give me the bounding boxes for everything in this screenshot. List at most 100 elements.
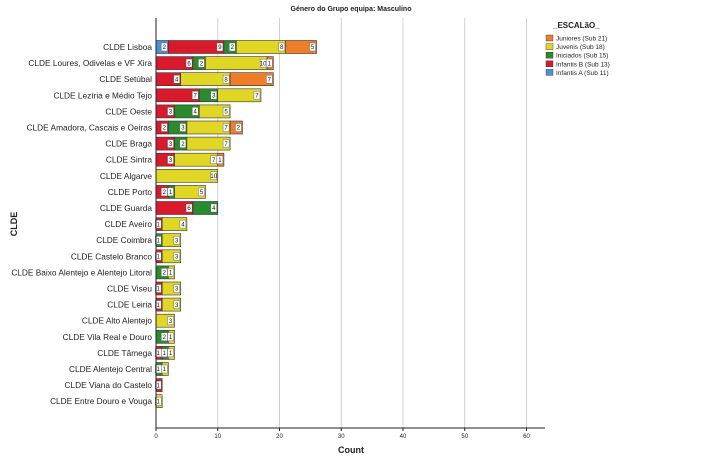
y-category-label: CLDE Aveiro — [105, 219, 153, 229]
data-label: 4 — [181, 222, 185, 228]
data-label-box — [210, 171, 217, 181]
data-label-box — [179, 123, 187, 132]
data-label: 7 — [255, 94, 259, 100]
data-label: 4 — [212, 206, 216, 212]
data-label-box — [192, 91, 199, 100]
legend-swatch — [545, 69, 554, 76]
data-label-box — [185, 203, 193, 213]
data-label: 4 — [194, 110, 198, 116]
data-label-box — [154, 219, 162, 229]
bar-segment — [168, 40, 225, 54]
data-label-box — [210, 203, 217, 213]
x-axis-ticks: 0 10 20 30 40 50 60 — [154, 428, 530, 440]
bar-segment — [217, 88, 262, 103]
bar-segment — [180, 72, 231, 86]
data-label: 6 — [187, 206, 191, 212]
data-label: 1 — [157, 303, 161, 309]
bar-segment — [186, 136, 231, 151]
data-label: 7 — [268, 77, 272, 83]
data-label: 3 — [175, 255, 179, 261]
data-label-box — [222, 139, 230, 148]
bar-segment — [155, 169, 219, 183]
data-label: 5 — [311, 45, 315, 51]
data-label-box — [192, 107, 199, 116]
y-category-label: CLDE Setúbal — [99, 74, 152, 84]
legend-swatch — [545, 34, 554, 42]
y-axis-categories: CLDE Lisboa CLDE Loures, Odivelas e VF Xi… — [11, 42, 152, 406]
data-label: 1 — [169, 351, 173, 357]
legend-label: Infantis B (Sub 13) — [556, 61, 610, 68]
legend-title: _ESCALãO_ — [552, 21, 600, 30]
data-label-box — [154, 380, 162, 390]
data-label: 3 — [181, 126, 185, 132]
data-label-box — [235, 123, 242, 132]
data-label-box — [167, 139, 174, 148]
y-category-label: CLDE Viana do Castelo — [65, 380, 153, 390]
data-label-box — [173, 252, 180, 261]
data-label: 2 — [163, 335, 167, 341]
data-label: 3 — [169, 158, 173, 164]
data-label-box — [167, 107, 174, 116]
data-label: 2 — [163, 190, 167, 196]
y-category-label: CLDE Guarda — [100, 203, 152, 213]
legend-swatch — [545, 43, 554, 50]
data-label-box — [216, 155, 224, 164]
data-label: 2 — [163, 126, 167, 132]
data-label: 9 — [218, 45, 222, 51]
data-label-box — [154, 252, 162, 261]
data-label: 4 — [175, 77, 179, 83]
data-label: 7 — [224, 126, 228, 132]
data-label: 1 — [218, 158, 222, 164]
data-label-box — [154, 284, 162, 293]
data-label-box — [173, 284, 180, 293]
chart-title: Género do Grupo equipa: Masculino — [291, 6, 412, 13]
x-tick-label: 30 — [338, 434, 345, 440]
data-label-box — [222, 123, 230, 132]
data-label: 7 — [224, 142, 228, 148]
legend-label: Juvenis (Sub 18) — [556, 44, 605, 51]
data-label: 10 — [210, 174, 217, 180]
bar-segment — [205, 56, 268, 70]
bar-segment — [235, 40, 286, 54]
y-category-label: CLDE Baixo Alentejo e Alentejo Litoral — [11, 267, 152, 277]
bar-segment — [285, 40, 317, 54]
y-category-label: CLDE Porto — [108, 187, 153, 197]
data-label: 5 — [200, 190, 204, 196]
bar-segment — [229, 72, 274, 86]
y-category-label: CLDE Alentejo Central — [69, 364, 152, 374]
data-label: 2 — [163, 45, 167, 51]
data-label-box — [173, 300, 180, 309]
data-label-box — [167, 187, 174, 197]
data-label-box — [198, 58, 205, 68]
legend-swatch — [545, 52, 554, 59]
x-axis-title: Count — [338, 445, 364, 455]
data-label: 1 — [169, 335, 173, 341]
y-category-label: CLDE Loures, Odivelas e VF Xira — [28, 58, 152, 68]
data-label: 1 — [169, 271, 173, 277]
data-label: 2 — [231, 45, 235, 51]
y-category-label: CLDE Amadora, Cascais e Oeiras — [27, 123, 152, 133]
data-label-box — [309, 42, 316, 52]
y-category-label: CLDE Coimbra — [96, 235, 152, 245]
legend: _ESCALãO_ Juniores (Sub 21)Juvenis (Sub … — [545, 21, 610, 77]
data-label: 7 — [194, 94, 198, 100]
data-label: 8 — [280, 45, 284, 51]
legend-label: Infantis A (Sub 11) — [556, 70, 609, 77]
bar-segment — [174, 185, 206, 199]
data-label-box — [161, 364, 168, 374]
data-label-box — [167, 268, 174, 277]
data-label-box — [167, 155, 174, 164]
data-label: 2 — [163, 271, 167, 277]
data-label: 1 — [268, 61, 272, 67]
x-tick-label: 0 — [154, 434, 158, 440]
x-tick-label: 20 — [276, 434, 283, 440]
data-label: 2 — [181, 142, 185, 148]
data-label-box — [185, 58, 193, 68]
data-label: 3 — [169, 110, 173, 116]
data-label-box — [179, 219, 187, 229]
y-category-label: CLDE Leiria — [107, 300, 152, 310]
y-category-label: CLDE Sintra — [106, 155, 152, 165]
data-label-box — [216, 42, 224, 52]
data-label: 1 — [157, 351, 161, 357]
